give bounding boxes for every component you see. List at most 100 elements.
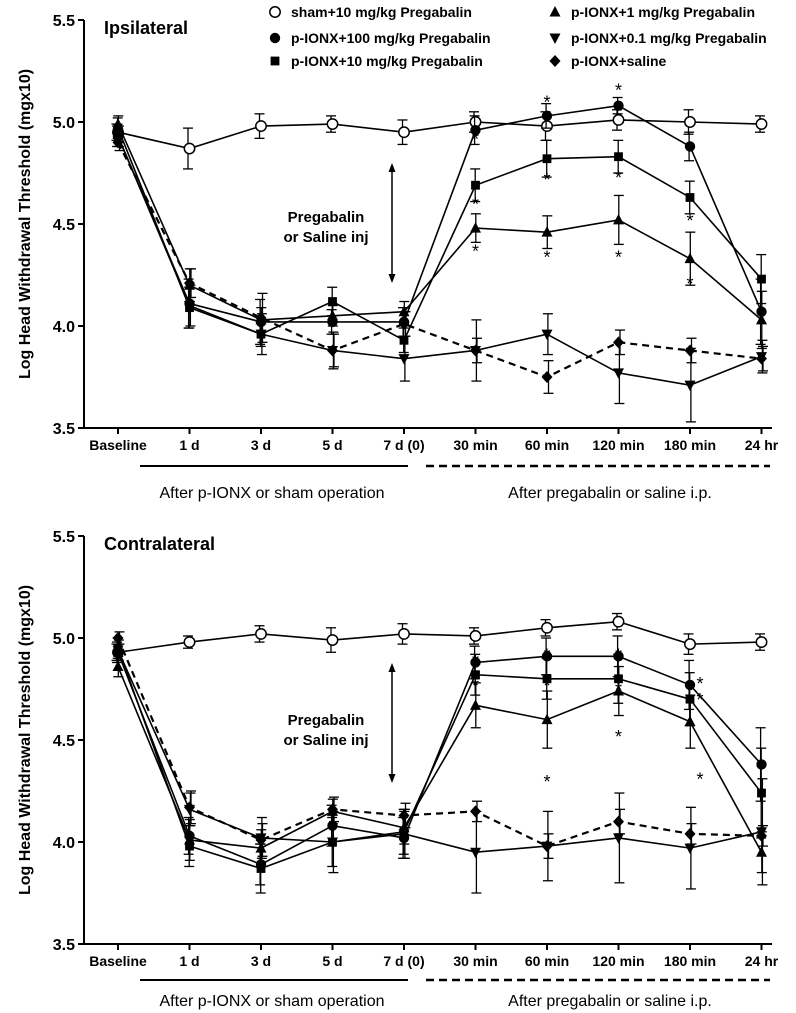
data-point [757, 274, 766, 284]
series-5 [112, 631, 768, 859]
series-line [117, 135, 762, 386]
data-point [398, 317, 410, 330]
legend-marker [270, 56, 280, 66]
data-point [398, 627, 410, 640]
data-point [757, 788, 766, 798]
data-point [541, 226, 553, 237]
data-point [255, 120, 267, 133]
ipsilateral-panel: 3.5 4.0 4.5 5.0 5.5 Baseline 1 d 3 d 5 d 7 d (0) 3… [17, 4, 779, 502]
legend-label: p-IONX+100 mg/kg Pregabalin [291, 30, 491, 46]
data-point [255, 842, 267, 853]
significance-asterisk: * [686, 139, 693, 159]
significance-asterisk: * [696, 690, 703, 710]
data-point [684, 116, 696, 128]
data-point [541, 110, 553, 122]
legend-marker [269, 6, 281, 18]
data-point [327, 803, 338, 816]
significance-asterisk: * [543, 676, 550, 696]
series-0 [111, 109, 768, 170]
significance-asterisk: * [472, 129, 479, 149]
y-tick-label: 4.5 [53, 733, 75, 750]
panel-title: Contralateral [104, 534, 215, 554]
x-tick-label: 3 d [251, 953, 271, 969]
series-line [117, 647, 763, 870]
data-point [470, 847, 481, 859]
legend-marker [549, 33, 561, 44]
data-point [469, 630, 482, 642]
data-point [613, 685, 624, 696]
data-point [541, 713, 553, 725]
data-point [612, 114, 625, 126]
x-tick-label: 24 hr [745, 953, 779, 969]
panel-title: Ipsilateral [104, 18, 188, 38]
data-point [613, 815, 624, 828]
x-tick-label: 60 min [525, 953, 569, 969]
series-line [116, 637, 762, 848]
significance-asterisk: * [543, 248, 550, 268]
legend-item: p-IONX+1 mg/kg Pregabalin [549, 4, 755, 20]
legend-marker [269, 32, 281, 44]
x-tick-label: 180 min [664, 437, 716, 453]
series-line [117, 119, 762, 150]
data-point [471, 670, 480, 680]
annotation-text: or Saline inj [283, 732, 368, 749]
data-point [471, 180, 480, 190]
data-point [112, 660, 124, 672]
series-5 [112, 133, 768, 394]
series-line [117, 141, 762, 379]
significance-asterisk: * [686, 274, 693, 294]
data-point [327, 344, 338, 357]
data-point [756, 829, 767, 842]
series-line [117, 104, 763, 323]
data-point [470, 344, 481, 357]
y-tick-label: 3.5 [53, 937, 75, 954]
phase-label: After p-IONX or sham operation [160, 485, 385, 502]
data-point [755, 636, 768, 649]
data-point [184, 301, 195, 312]
data-point [542, 674, 552, 684]
data-point [541, 840, 553, 853]
phase-label: After pregabalin or saline i.p. [508, 993, 712, 1010]
significance-asterisk: * [543, 93, 550, 113]
series-line [117, 649, 762, 854]
data-point [398, 126, 410, 139]
series-1 [112, 635, 767, 886]
series-line [117, 123, 763, 321]
data-point [613, 100, 624, 111]
y-tick-label: 4.0 [53, 319, 75, 336]
data-point [684, 638, 696, 651]
significance-asterisk: * [543, 170, 550, 190]
series-2 [112, 117, 767, 354]
data-point [183, 636, 196, 649]
legend: sham+10 mg/kg Pregabalin p-IONX+100 mg/kg… [269, 4, 767, 69]
x-tick-label: 7 d (0) [383, 437, 424, 453]
significance-asterisk: * [615, 680, 622, 700]
significance-asterisk: * [686, 211, 693, 231]
y-tick-label: 4.0 [53, 835, 75, 852]
annotation-text: Pregabalin [288, 712, 365, 729]
data-point [398, 354, 410, 365]
data-point [756, 352, 767, 365]
x-tick-label: 120 min [592, 437, 644, 453]
data-point [684, 843, 696, 855]
data-point [112, 136, 124, 149]
data-point [398, 829, 410, 840]
significance-asterisk: * [472, 651, 479, 671]
legend-label: p-IONX+0.1 mg/kg Pregabalin [571, 30, 767, 46]
annotation-text: or Saline inj [283, 229, 368, 246]
legend-marker [549, 6, 561, 17]
x-tick-label: 7 d (0) [383, 953, 424, 969]
data-point [326, 118, 339, 130]
data-point [541, 621, 553, 634]
y-tick-label: 3.5 [53, 421, 75, 438]
x-tick-label: 3 d [251, 437, 271, 453]
data-point [184, 801, 195, 814]
significance-asterisk: * [472, 676, 479, 696]
legend-item: p-IONX+0.1 mg/kg Pregabalin [549, 30, 767, 46]
data-point [756, 846, 767, 857]
series-line [117, 620, 762, 654]
data-point [541, 329, 553, 341]
data-point [685, 193, 695, 202]
data-point [756, 313, 767, 325]
